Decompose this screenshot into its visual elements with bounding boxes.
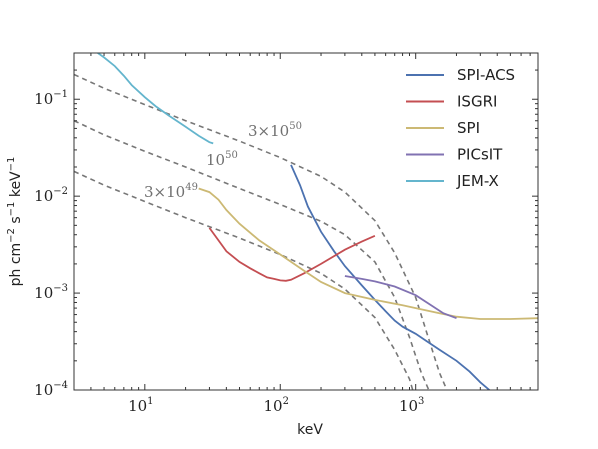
legend: SPI-ACS ISGRI SPI PICsIT JEM-X: [406, 66, 515, 190]
x-tick-label: 102: [264, 396, 289, 415]
x-tick-label: 103: [399, 396, 424, 415]
y-axis-label: ph cm−2 s−1 keV−1: [6, 157, 24, 287]
model-curve-0: [74, 73, 448, 390]
tick-labels: 101 102 103 10−4 10−3 10−2 10−1: [34, 89, 424, 415]
legend-label-picsit: PICsIT: [457, 146, 503, 164]
y-tick-label: 10−2: [34, 186, 68, 205]
model-label-0: 3×1050: [248, 121, 302, 140]
model-curve-1: [74, 119, 430, 390]
legend-label-jem-x: JEM-X: [456, 172, 499, 190]
y-tick-label: 10−4: [34, 380, 68, 399]
x-axis-label: keV: [297, 422, 323, 438]
series-line-isgri: [208, 227, 376, 282]
axis-ticks: [73, 53, 539, 391]
series-line-spi-acs: [290, 164, 490, 390]
y-tick-label: 10−3: [34, 283, 68, 302]
legend-label-spi-acs: SPI-ACS: [457, 66, 515, 84]
series-line-spi: [198, 187, 538, 320]
plot-frame: [73, 52, 539, 391]
model-label-1: 1050: [206, 150, 238, 169]
x-tick-label: 101: [128, 396, 153, 415]
plot-curves: [74, 53, 538, 390]
model-annotations: 3×1050 1050 3×1049: [144, 121, 302, 201]
series-line-picsit: [344, 275, 457, 320]
legend-label-spi: SPI: [457, 119, 480, 137]
model-curve-2: [74, 170, 414, 390]
legend-label-isgri: ISGRI: [457, 93, 497, 111]
series-line-jem-x: [97, 53, 214, 145]
model-label-2: 3×1049: [144, 182, 198, 201]
y-tick-label: 10−1: [34, 89, 68, 108]
